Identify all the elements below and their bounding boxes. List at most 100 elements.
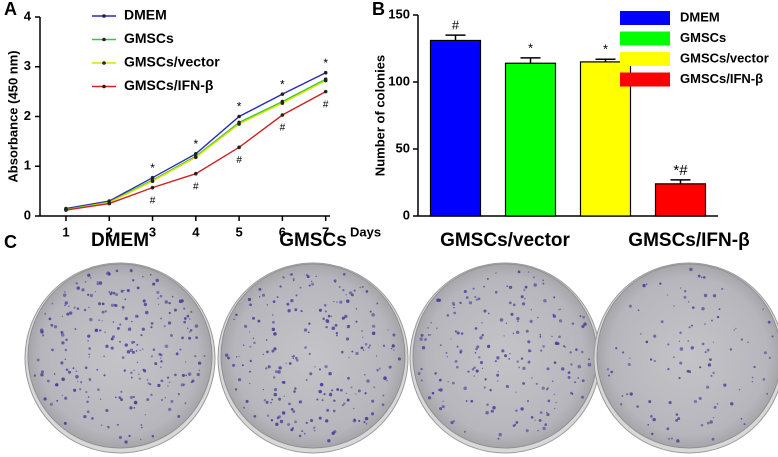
- colony-dot: [459, 301, 462, 305]
- colony-dot: [203, 355, 206, 357]
- colony-dot: [60, 361, 64, 365]
- colony-dot: [489, 388, 492, 392]
- colony-dot: [527, 360, 531, 364]
- colony-dot: [442, 400, 444, 402]
- colony-dot: [371, 313, 375, 317]
- colony-dot: [110, 346, 114, 350]
- colony-dot: [365, 290, 369, 293]
- colony-dot: [184, 361, 187, 363]
- colony-dot: [73, 388, 77, 392]
- colony-dot: [98, 319, 101, 322]
- colony-dot: [183, 317, 187, 320]
- colony-dot: [486, 277, 489, 280]
- colony-dot: [174, 308, 177, 312]
- colony-dot: [308, 352, 311, 355]
- colony-dot: [273, 347, 277, 351]
- colony-dot: [481, 321, 483, 324]
- colony-dot: [642, 283, 646, 288]
- colony-dot: [645, 283, 648, 285]
- colony-dot: [517, 270, 521, 274]
- colony-dot: [687, 301, 690, 303]
- colony-dot: [140, 424, 143, 426]
- significance-mark: *: [323, 56, 328, 70]
- colony-dot: [183, 307, 186, 310]
- colony-dot: [753, 365, 756, 369]
- colony-dot: [158, 352, 162, 356]
- colony-dot: [673, 305, 675, 307]
- colony-dot: [314, 366, 316, 368]
- colony-dot: [195, 336, 198, 339]
- colony-dot: [168, 381, 171, 384]
- colony-dot: [704, 323, 706, 325]
- colony-dot: [363, 421, 366, 424]
- colony-dot: [79, 388, 82, 391]
- colony-dot: [324, 310, 327, 313]
- colony-dot: [160, 366, 162, 369]
- colony-dot: [276, 296, 279, 299]
- colony-dot: [711, 319, 713, 322]
- colony-dot: [88, 378, 92, 381]
- y-tick-label: 3: [24, 58, 31, 73]
- colony-dot: [498, 433, 502, 437]
- colony-dot: [503, 335, 505, 337]
- colony-dot: [112, 321, 115, 323]
- colony-dot: [64, 358, 67, 361]
- colony-dot: [129, 348, 133, 353]
- colony-dot: [346, 299, 350, 303]
- legend-swatch: [620, 11, 670, 25]
- x-tick-label: 7: [322, 224, 329, 239]
- colony-dot: [285, 362, 287, 364]
- colony-dot: [294, 420, 297, 424]
- panel-label: A: [4, 0, 17, 19]
- x-tick-label: 3: [149, 224, 156, 239]
- colony-dot: [439, 388, 443, 392]
- colony-dot: [522, 382, 525, 385]
- colony-dot: [386, 379, 388, 382]
- colony-dot: [234, 388, 238, 391]
- colony-dot: [141, 348, 144, 351]
- colony-dot: [154, 362, 158, 366]
- colony-dot: [330, 315, 333, 317]
- y-tick-label: 2: [24, 108, 31, 123]
- colony-dot: [252, 337, 255, 340]
- colony-dot: [751, 376, 754, 379]
- colony-dot: [713, 405, 717, 409]
- colony-dot: [87, 273, 91, 277]
- colony-dot: [55, 383, 59, 387]
- colony-dot: [41, 334, 45, 337]
- colony-dot: [468, 301, 473, 305]
- colony-dot: [272, 300, 276, 304]
- colony-dot: [716, 315, 720, 319]
- colony-dot: [72, 367, 75, 370]
- colony-dot: [525, 329, 529, 333]
- colony-dot: [150, 321, 154, 325]
- colony-dot: [86, 400, 89, 404]
- colony-dot: [44, 312, 47, 315]
- colony-dot: [515, 421, 519, 424]
- colony-dot: [378, 367, 381, 370]
- colony-dot: [342, 288, 345, 292]
- colony-dot: [49, 402, 53, 406]
- colony-dot: [388, 365, 392, 369]
- colony-dot: [271, 314, 274, 316]
- colony-dot: [679, 361, 683, 365]
- colony-dot: [346, 398, 350, 402]
- colony-dot: [703, 293, 708, 298]
- colony-dot: [345, 337, 350, 341]
- legend-label: DMEM: [124, 7, 167, 23]
- colony-dot: [364, 392, 367, 395]
- colony-dot: [546, 413, 550, 417]
- colony-dot: [295, 356, 298, 360]
- colony-dot: [723, 383, 727, 387]
- plate: [27, 263, 213, 449]
- colony-dot: [332, 409, 336, 413]
- colony-dot: [328, 371, 332, 376]
- colony-dot: [697, 274, 701, 278]
- colony-dot: [272, 320, 275, 324]
- colony-dot: [527, 349, 532, 353]
- colony-dot: [556, 342, 560, 346]
- colony-dot: [160, 379, 164, 383]
- colony-dot: [131, 340, 135, 344]
- colony-dot: [450, 338, 452, 340]
- colony-dot: [419, 337, 423, 341]
